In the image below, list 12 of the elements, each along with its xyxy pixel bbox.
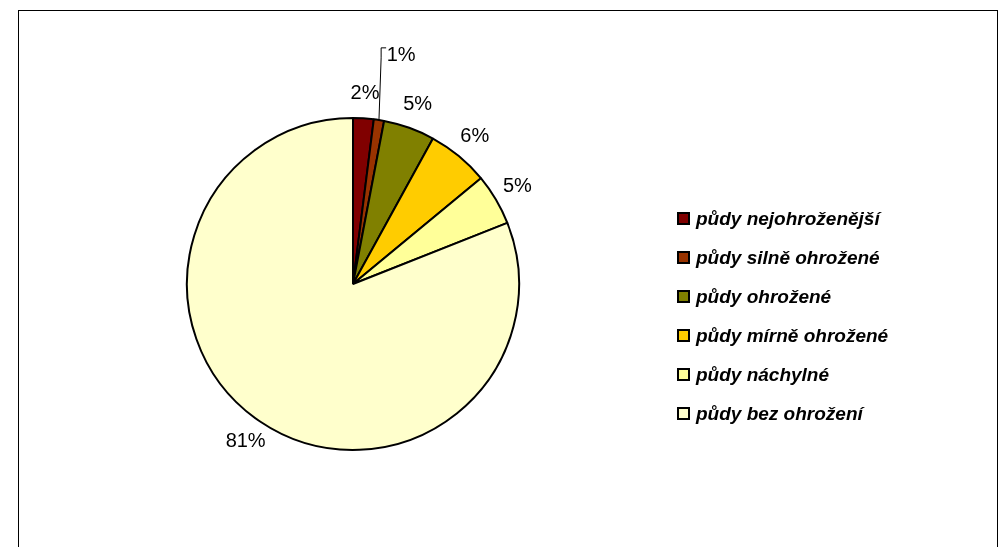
- legend-label: půdy nejohroženější: [696, 207, 880, 230]
- legend-label: půdy silně ohrožené: [696, 246, 880, 269]
- legend-label: půdy ohrožené: [696, 285, 832, 308]
- data-label: 1%: [386, 43, 416, 66]
- data-label: 5%: [502, 174, 533, 197]
- legend-label: půdy mírně ohrožené: [696, 324, 889, 347]
- data-label: 81%: [225, 429, 266, 452]
- data-label: 2%: [350, 80, 380, 103]
- data-label: 6%: [460, 124, 490, 147]
- data-label: 5%: [403, 91, 433, 114]
- legend-label: půdy bez ohrožení: [696, 402, 863, 425]
- legend-label: půdy náchylné: [696, 363, 830, 386]
